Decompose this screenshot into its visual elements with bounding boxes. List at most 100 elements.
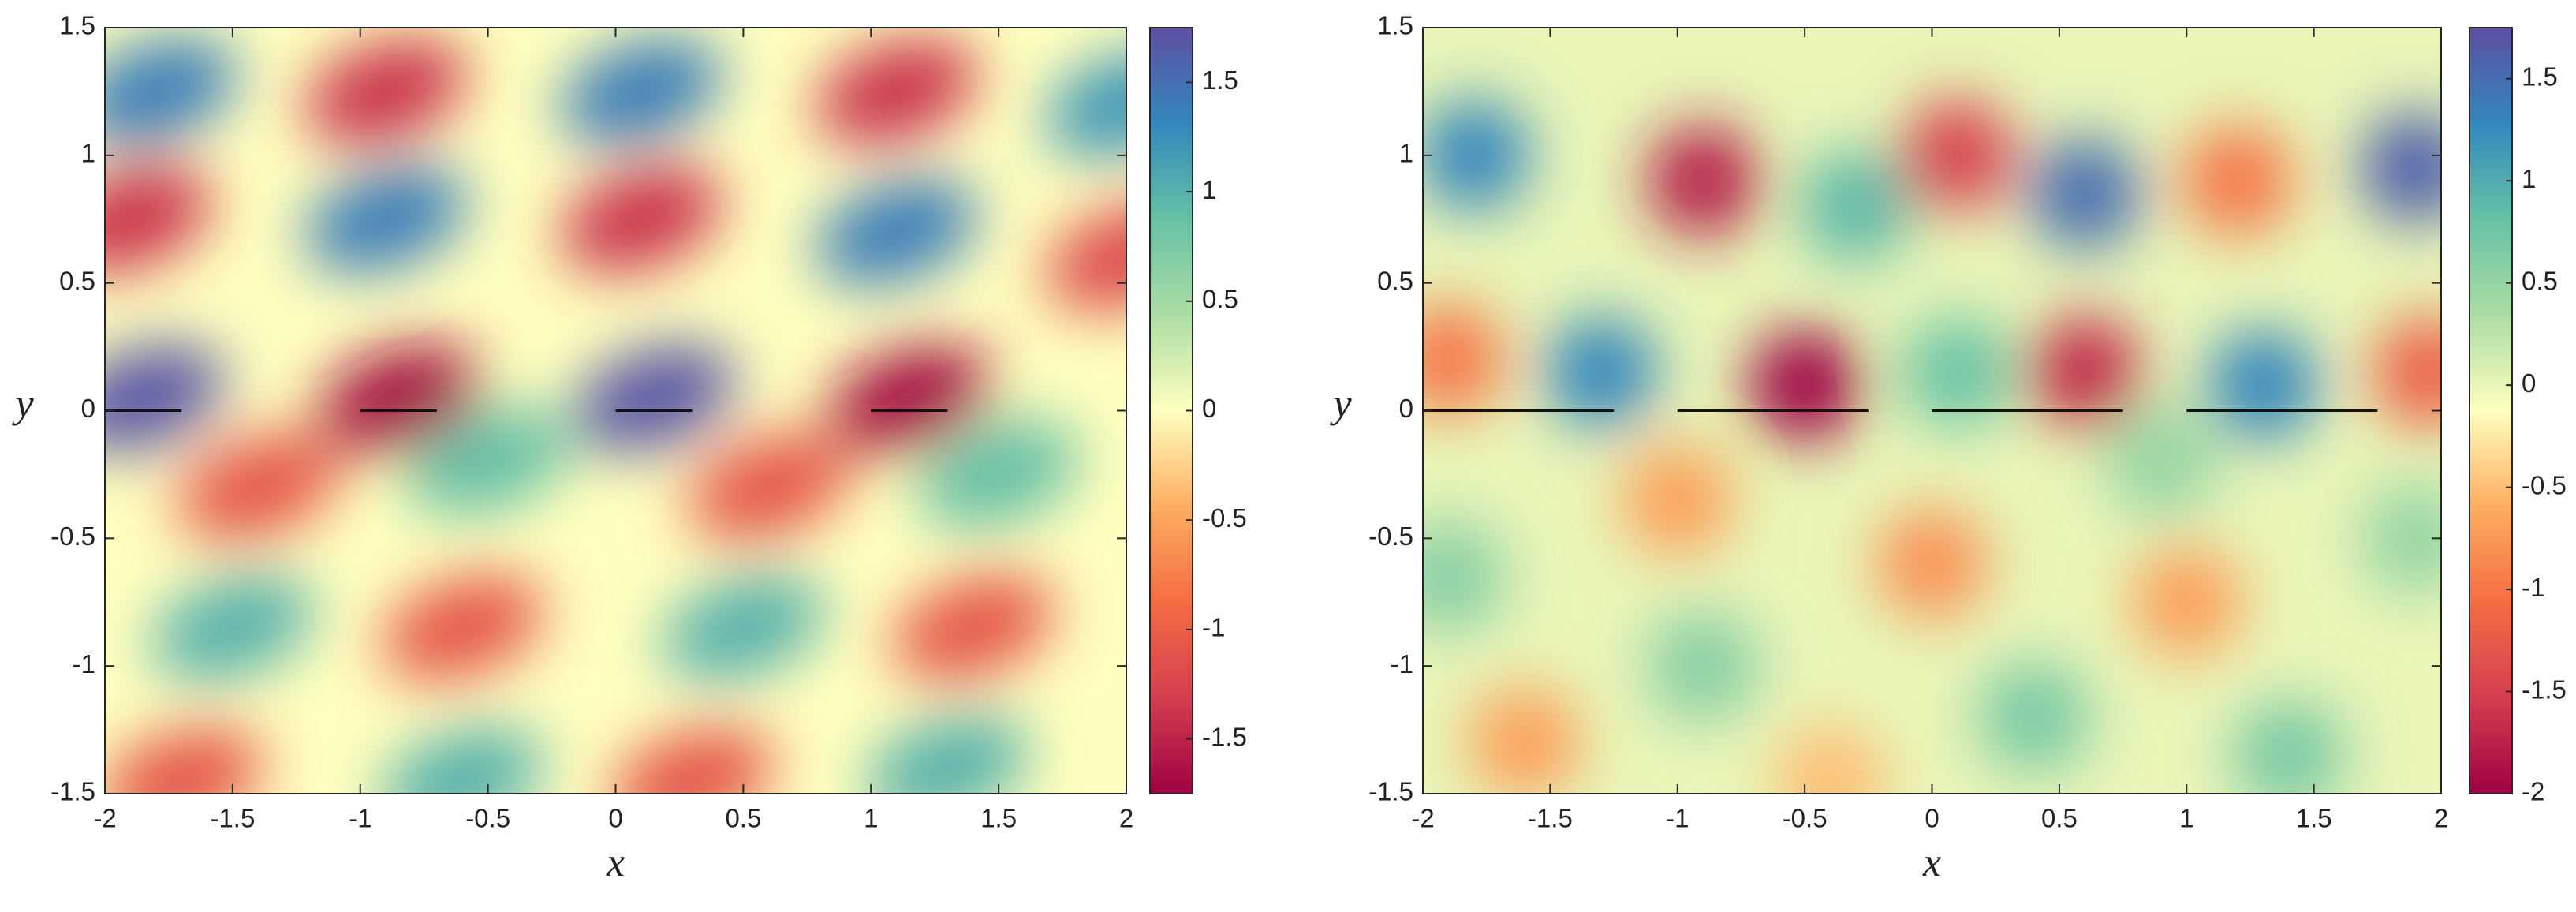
y-tick-label: -1.5 xyxy=(1368,777,1413,806)
x-tick-label: 2 xyxy=(1119,804,1133,833)
colorbar-tick-label: 0.5 xyxy=(2522,266,2558,295)
field-peaks xyxy=(1423,99,2441,794)
y-tick-label: 0 xyxy=(81,394,95,423)
x-tick-label: 0 xyxy=(1925,804,1939,833)
field-peak xyxy=(917,420,1080,529)
colorbar-tick-label: 0 xyxy=(1202,394,1216,423)
y-tick-label: -1 xyxy=(1391,649,1413,678)
colorbar-tick-label: -1 xyxy=(1202,613,1225,642)
heatmap-field xyxy=(105,28,1126,794)
y-tick-label: 0.5 xyxy=(1377,266,1413,295)
field-peak xyxy=(2359,482,2441,595)
field-peak xyxy=(816,178,978,286)
x-tick-label: 1 xyxy=(2179,804,2193,833)
y-tick-label: -0.5 xyxy=(50,521,95,551)
field-peak xyxy=(304,37,467,146)
x-tick-label: -0.5 xyxy=(1783,804,1827,833)
field-peak xyxy=(2207,328,2320,442)
colorbar-tick-label: 0 xyxy=(2522,368,2536,398)
x-tick-label: -2 xyxy=(1411,804,1434,833)
field-peak xyxy=(1901,99,2014,212)
x-tick-label: 0.5 xyxy=(725,804,761,833)
x-tick-label: 0.5 xyxy=(2041,804,2078,833)
field-peak xyxy=(828,343,991,452)
field-peak xyxy=(2130,546,2243,659)
field-peak xyxy=(2359,111,2441,225)
x-tick-label: -0.5 xyxy=(465,804,510,833)
x-tick-label: 2 xyxy=(2434,804,2448,833)
x-tick-label: -2 xyxy=(93,804,116,833)
field-peak xyxy=(304,165,467,274)
x-tick-label: -1 xyxy=(349,804,371,833)
x-axis-label: x xyxy=(606,840,625,885)
colorbar-tick-label: -2 xyxy=(2522,777,2544,806)
x-tick-label: -1 xyxy=(1666,804,1689,833)
colorbar-tick-label: -1.5 xyxy=(1202,722,1247,751)
field-peak xyxy=(2372,316,2441,429)
colorbar-tick-label: 1 xyxy=(1202,175,1216,204)
field-peak xyxy=(1749,328,1861,442)
field-peak xyxy=(1423,303,1505,416)
field-peak xyxy=(1977,660,2090,774)
field-peak xyxy=(662,574,824,682)
field-peak xyxy=(866,714,1029,794)
y-tick-label: 0.5 xyxy=(59,266,95,295)
colorbar-tick-label: -0.5 xyxy=(2522,470,2567,499)
x-tick-label: 0 xyxy=(608,804,622,833)
field-peak xyxy=(2232,699,2345,794)
field-peak xyxy=(1876,507,1988,620)
field-peak xyxy=(407,407,569,516)
x-tick-label: 1.5 xyxy=(2296,804,2332,833)
field-peak xyxy=(611,727,774,794)
y-axis-label: y xyxy=(1329,381,1352,426)
field-peak xyxy=(151,574,314,682)
field-peak xyxy=(105,343,225,452)
field-peak xyxy=(381,727,543,794)
field-peaks xyxy=(105,37,1126,794)
x-tick-label: 1.5 xyxy=(980,804,1017,833)
field-peak xyxy=(2181,124,2294,237)
field-peak xyxy=(1901,316,2014,429)
y-tick-label: -0.5 xyxy=(1368,521,1413,551)
field-peak xyxy=(105,727,263,794)
field-peak xyxy=(560,37,722,146)
field-peak xyxy=(573,343,735,452)
field-peak xyxy=(688,433,850,541)
colorbar-tick-label: -0.5 xyxy=(1202,503,1247,533)
x-axis-label: x xyxy=(1922,840,1941,885)
field-peak xyxy=(1799,150,1912,263)
field-peak xyxy=(1423,520,1505,634)
field-peak xyxy=(105,37,237,146)
field-peak xyxy=(1423,99,1530,212)
heatmap-field xyxy=(1423,28,2441,794)
field-peak xyxy=(1647,609,1760,723)
field-peak xyxy=(105,165,211,274)
colorbar xyxy=(2469,27,2513,794)
x-tick-label: -1.5 xyxy=(210,804,255,833)
y-tick-label: 1.5 xyxy=(1377,11,1413,40)
colorbar-tick-label: 0.5 xyxy=(1202,285,1238,314)
field-peak xyxy=(1647,124,1760,237)
field-peak xyxy=(1469,686,1581,794)
x-tick-label: 1 xyxy=(864,804,878,833)
field-peak xyxy=(2104,406,2217,518)
field-peak xyxy=(560,165,722,274)
x-tick-label: -1.5 xyxy=(1528,804,1573,833)
y-tick-label: 1 xyxy=(1399,139,1413,168)
colorbar-tick-label: 1 xyxy=(2522,164,2536,193)
field-peak xyxy=(317,343,480,452)
colorbar-tick-label: -1.5 xyxy=(2522,675,2567,704)
field-peak xyxy=(2029,137,2141,250)
y-tick-label: 1 xyxy=(81,139,95,168)
field-peak xyxy=(381,574,543,682)
y-tick-label: -1.5 xyxy=(50,777,95,806)
field-peak xyxy=(2029,316,2141,429)
colorbar xyxy=(1149,27,1193,794)
field-peak xyxy=(1544,316,1657,429)
colorbar-tick-label: 1.5 xyxy=(2522,62,2558,91)
y-axis-label: y xyxy=(11,381,34,426)
colorbar-tick-label: -1 xyxy=(2522,573,2544,602)
field-peak xyxy=(816,37,978,146)
y-tick-label: 1.5 xyxy=(59,11,95,40)
